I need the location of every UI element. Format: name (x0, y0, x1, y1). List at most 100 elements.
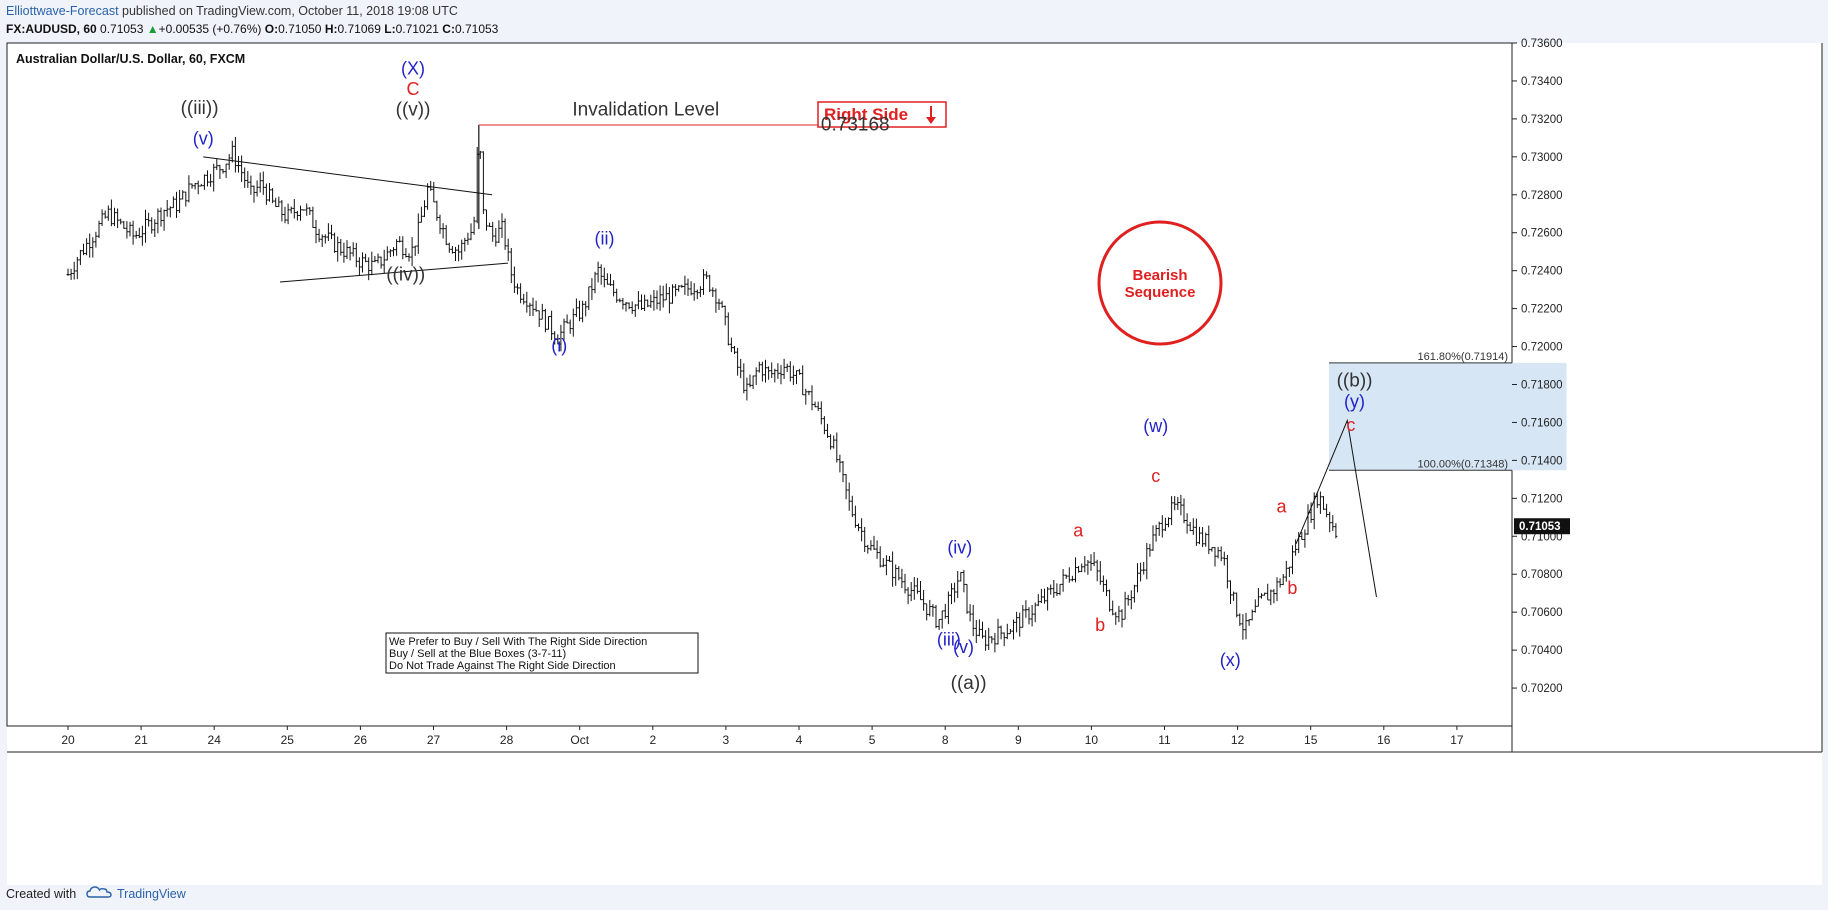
trading-note-line: Do Not Trade Against The Right Side Dire… (389, 660, 616, 672)
wave-label: b (1095, 615, 1105, 635)
triangle-upper-trendline (203, 156, 493, 196)
low-value: 0.71021 (395, 22, 439, 36)
wave-label: 0.73168 (821, 114, 890, 135)
wave-label: (v) (193, 129, 214, 149)
wave-label: ((a)) (951, 673, 987, 694)
y-tick-label: 0.71600 (1521, 417, 1563, 429)
publish-header: Elliottwave-Forecast published on Tradin… (0, 0, 1828, 38)
y-tick-label: 0.71000 (1521, 531, 1563, 543)
y-tick-label: 0.73600 (1521, 38, 1563, 50)
x-tick-label: 28 (500, 733, 514, 747)
publisher-link[interactable]: Elliottwave-Forecast (6, 4, 119, 18)
chart-title: Australian Dollar/U.S. Dollar, 60, FXCM (16, 52, 246, 66)
y-tick-label: 0.73400 (1521, 76, 1563, 88)
current-price-label: 0.71053 (1519, 521, 1561, 533)
wave-label: C (407, 79, 420, 99)
y-tick-label: 0.72000 (1521, 342, 1563, 354)
wave-label: c (1346, 415, 1355, 435)
open-value: 0.71050 (278, 22, 322, 36)
published-text: published on TradingView.com, October 11… (118, 4, 458, 18)
wave-label: ((b)) (1337, 370, 1373, 391)
y-tick-label: 0.72800 (1521, 190, 1563, 202)
right-side-badge (817, 101, 947, 128)
trading-note-box (385, 632, 699, 674)
y-tick-label: 0.70600 (1521, 607, 1563, 619)
high-label: H: (324, 22, 338, 36)
x-tick-label: 12 (1231, 733, 1245, 747)
wave-label: ((iv)) (386, 265, 425, 286)
tradingview-link[interactable]: TradingView (117, 887, 186, 901)
x-tick-label: 21 (134, 733, 148, 747)
trading-note-line: Buy / Sell at the Blue Boxes (3-7-11) (389, 648, 566, 660)
wave-label: ((v)) (396, 100, 431, 121)
projection-path (1295, 418, 1377, 598)
wave-label: b (1287, 578, 1297, 598)
close-value: 0.71053 (454, 22, 499, 36)
fib-bottom-label: 100.00%(0.71348) (1417, 458, 1508, 470)
low-label: L: (384, 22, 396, 36)
wave-label: (iv) (947, 537, 972, 557)
y-tick-label: 0.70400 (1521, 645, 1563, 657)
footer (0, 878, 1828, 910)
y-tick-label: 0.72400 (1521, 266, 1563, 278)
sequence-label: Sequence (1125, 284, 1196, 301)
wave-label: (w) (1143, 416, 1168, 436)
y-tick-label: 0.72600 (1521, 228, 1563, 240)
wave-label: (y) (1344, 391, 1365, 411)
x-tick-label: 10 (1085, 733, 1099, 747)
current-price-tag (1514, 518, 1570, 535)
y-tick-label: 0.73000 (1521, 152, 1563, 164)
wave-label: ((iii)) (181, 98, 219, 119)
wave-label: (i) (551, 335, 567, 355)
x-tick-label: 27 (427, 733, 441, 747)
created-with-text: Created with (6, 887, 77, 901)
close-label: C: (442, 22, 455, 36)
x-tick-label: Oct (570, 733, 589, 747)
y-tick-label: 0.70800 (1521, 569, 1563, 581)
x-tick-label: 4 (796, 733, 803, 747)
price-chart[interactable]: 161.80%(0.71914) 100.00%(0.71348) Right S… (0, 0, 1828, 880)
bearish-sequence-circle (1097, 220, 1223, 346)
x-tick-label: 24 (208, 733, 222, 747)
x-tick-label: 5 (869, 733, 876, 747)
x-tick-label: 2 (649, 733, 656, 747)
fib-top-label: 161.80%(0.71914) (1417, 351, 1508, 363)
wave-label: c (1151, 466, 1160, 486)
wave-label: (ii) (595, 228, 615, 248)
x-tick-label: 16 (1377, 733, 1391, 747)
wave-label: (v) (953, 637, 974, 657)
x-tick-label: 8 (942, 733, 949, 747)
high-value: 0.71069 (337, 22, 381, 36)
x-tick-label: 11 (1158, 733, 1171, 747)
trading-note-line: We Prefer to Buy / Sell With The Right S… (389, 636, 647, 648)
x-tick-label: 15 (1304, 733, 1318, 747)
x-tick-label: 17 (1450, 733, 1464, 747)
y-tick-label: 0.71800 (1521, 380, 1563, 392)
y-tick-label: 0.71200 (1521, 493, 1563, 505)
up-arrow-icon: ▲ (146, 22, 159, 36)
symbol-label: FX:AUDUSD, 60 (6, 22, 97, 36)
wave-label: a (1073, 520, 1084, 540)
x-tick-label: 26 (354, 733, 368, 747)
wave-label: a (1276, 497, 1287, 517)
wave-label: (X) (401, 58, 425, 78)
y-tick-label: 0.73200 (1521, 114, 1563, 126)
x-tick-label: 25 (281, 733, 295, 747)
wave-label: Invalidation Level (572, 100, 719, 121)
x-tick-label: 3 (723, 733, 730, 747)
publish-line: Elliottwave-Forecast published on Tradin… (6, 4, 458, 18)
y-tick-label: 0.70200 (1521, 683, 1563, 695)
x-tick-label: 20 (61, 733, 75, 747)
open-label: O: (264, 22, 279, 36)
price-change: +0.00535 (+0.76%) (158, 22, 262, 36)
right-side-label: Right Side (824, 105, 908, 124)
x-tick-label: 9 (1015, 733, 1022, 747)
y-tick-label: 0.72200 (1521, 304, 1563, 316)
wave-label: (iii) (937, 629, 961, 649)
fib-zone-box (1328, 362, 1567, 471)
triangle-lower-trendline (279, 262, 509, 283)
tradingview-cloud-icon (86, 886, 112, 898)
y-tick-label: 0.71400 (1521, 455, 1563, 467)
wave-label: (x) (1220, 650, 1241, 670)
bearish-label: Bearish (1132, 267, 1187, 284)
